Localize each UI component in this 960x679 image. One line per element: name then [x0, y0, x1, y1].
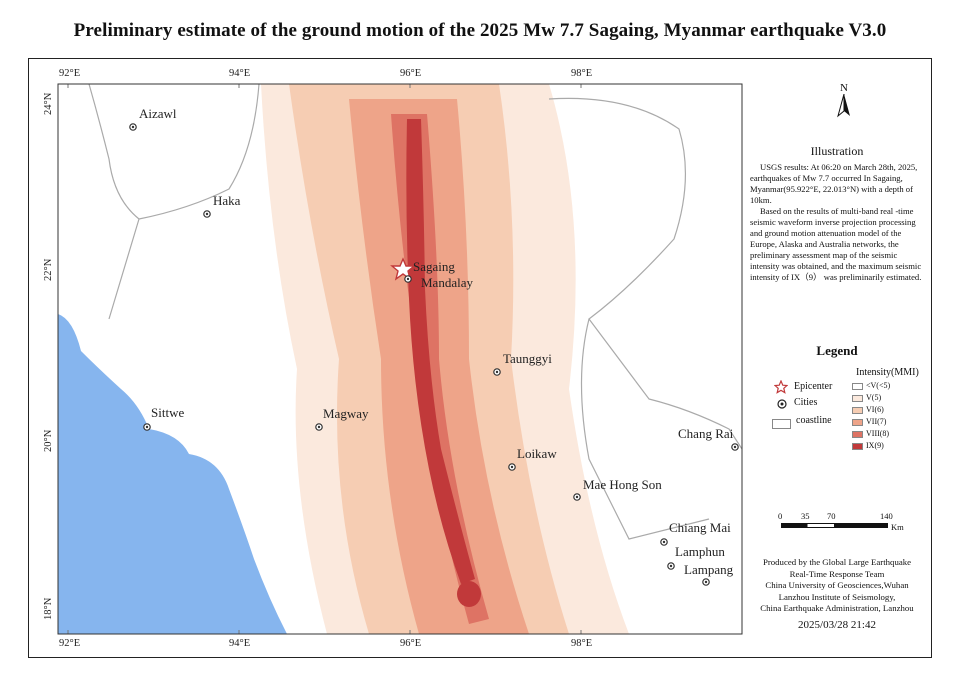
legend-title: Legend	[816, 343, 858, 358]
legend-cities-label: Cities	[794, 397, 818, 408]
city-label: Lamphun	[675, 544, 725, 559]
north-label: N	[840, 82, 848, 94]
credit-line: China Earthquake Administration, Lanzhou	[760, 603, 914, 613]
credit-line: Real-Time Response Team	[789, 568, 885, 579]
credit-line: China University of Geosciences,Wuhan	[765, 580, 909, 590]
illustration-title: Illustration	[810, 144, 864, 158]
intensity-zone-ix-tail	[457, 581, 481, 607]
scale-bar	[781, 523, 888, 528]
country-borders	[88, 84, 742, 540]
city-label: Chiang Mai	[669, 520, 731, 535]
lon-label-bottom: 92°E	[59, 638, 81, 649]
city-label: Chang Rai	[678, 426, 734, 441]
lon-label-bottom: 94°E	[229, 638, 251, 649]
legend-intensity-title: Intensity(MMI)	[856, 367, 919, 378]
city-label: Sagaing	[413, 259, 455, 274]
map-frame: 92°E 94°E 96°E 98°E 92°E 94°E 96°E 98°E …	[28, 58, 932, 658]
lat-label-left: 18°N	[43, 597, 54, 620]
city-label: Aizawl	[139, 106, 177, 121]
legend-intensity-swatch	[852, 431, 863, 438]
city-label: Mandalay	[421, 275, 473, 290]
legend-epicenter-icon	[774, 380, 788, 394]
timestamp: 2025/03/28 21:42	[798, 619, 876, 631]
city-label: Lampang	[684, 562, 734, 577]
city-label: Magway	[323, 406, 369, 421]
north-arrow: N	[836, 82, 852, 121]
city-label: Loikaw	[517, 446, 557, 461]
legend-intensity-label: <V(<5)	[866, 381, 891, 390]
map-canvas	[57, 83, 743, 635]
illustration-para: Based on the results of multi-band real …	[750, 206, 922, 282]
lat-label-left: 22°N	[43, 258, 54, 281]
legend-intensity-label: VIII(8)	[866, 429, 890, 438]
legend-intensity-swatch	[852, 407, 863, 414]
epicenter-star-icon	[390, 257, 416, 281]
city-label: Mae Hong Son	[583, 477, 662, 492]
north-arrow-icon	[837, 93, 850, 118]
lon-label-top: 98°E	[571, 68, 593, 79]
illustration-para: USGS results: At 06:20 on March 28th, 20…	[750, 162, 918, 205]
legend-city-icon	[777, 399, 787, 409]
legend-coastline-label: coastline	[796, 415, 832, 426]
scale-tick: 140	[880, 511, 893, 521]
legend-intensity-swatch	[852, 419, 863, 426]
legend-intensity-swatch	[852, 395, 863, 402]
legend-intensity-label: VI(6)	[866, 405, 884, 414]
legend-coastline-icon	[772, 419, 791, 429]
legend-intensity-swatch	[852, 383, 863, 390]
city-markers	[129, 123, 739, 586]
lat-label-left: 20°N	[43, 429, 54, 452]
lat-label-left: 24°N	[43, 92, 54, 115]
credit-line: Lanzhou Institute of Seismology,	[778, 591, 896, 602]
city-label: Haka	[213, 193, 241, 208]
bay-of-bengal	[58, 314, 287, 634]
lon-label-bottom: 96°E	[400, 638, 422, 649]
legend-intensity-label: IX(9)	[866, 441, 884, 450]
graticule-ticks	[67, 84, 582, 634]
scale-unit: Km	[891, 522, 904, 532]
legend-intensity-label: V(5)	[866, 393, 882, 402]
legend-epicenter-label: Epicenter	[794, 381, 833, 392]
lon-label-top: 92°E	[59, 68, 81, 79]
credit-block: Produced by the Global Large Earthquake …	[744, 557, 930, 615]
city-label: Taunggyi	[503, 351, 552, 366]
city-label: Sittwe	[151, 405, 185, 420]
illustration-text: USGS results: At 06:20 on March 28th, 20…	[750, 162, 926, 283]
credit-line: Produced by the Global Large Earthquake	[762, 557, 912, 567]
scale-tick: 0	[778, 511, 783, 521]
scale-tick: 70	[827, 511, 836, 521]
intensity-zone-ix	[406, 119, 475, 584]
lon-label-top: 96°E	[400, 68, 422, 79]
scale-tick: 35	[801, 511, 810, 521]
lon-label-bottom: 98°E	[571, 638, 593, 649]
map-title: Preliminary estimate of the ground motio…	[73, 20, 887, 41]
legend-intensity-swatch	[852, 443, 863, 450]
info-panel: N Illustration USGS results: At 06:20 on…	[744, 60, 930, 656]
lon-label-top: 94°E	[229, 68, 251, 79]
legend-intensity-label: VII(7)	[866, 417, 887, 426]
